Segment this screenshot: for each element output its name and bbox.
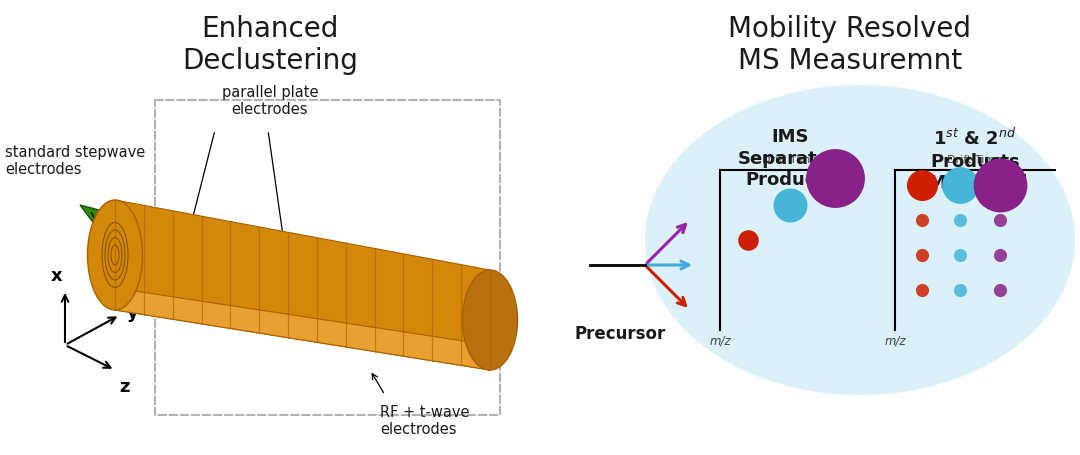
Point bbox=[914, 251, 931, 258]
Text: Drift Time: Drift Time bbox=[947, 155, 1002, 165]
Text: Enhanced
Declustering: Enhanced Declustering bbox=[183, 15, 357, 76]
Point bbox=[991, 251, 1009, 258]
Polygon shape bbox=[114, 288, 490, 370]
Polygon shape bbox=[80, 205, 470, 340]
Text: y: y bbox=[127, 304, 138, 322]
Point bbox=[991, 286, 1009, 293]
Point bbox=[914, 182, 931, 189]
Ellipse shape bbox=[87, 200, 143, 310]
Point bbox=[914, 217, 931, 224]
Text: Mobility Resolved
MS Measuremnt: Mobility Resolved MS Measuremnt bbox=[729, 15, 972, 76]
Point bbox=[951, 286, 969, 293]
Text: x: x bbox=[51, 267, 63, 285]
Text: Precursor: Precursor bbox=[575, 325, 665, 343]
Point bbox=[914, 286, 931, 293]
Point bbox=[991, 182, 1009, 189]
Text: m/z: m/z bbox=[710, 335, 731, 348]
Text: Drift Time: Drift Time bbox=[762, 155, 818, 165]
Text: IMS
Separated
Products: IMS Separated Products bbox=[738, 128, 842, 189]
Point bbox=[740, 236, 757, 243]
Point bbox=[991, 217, 1009, 224]
Ellipse shape bbox=[645, 85, 1075, 395]
Text: 1$^{st}$ & 2$^{nd}$
Products
IM aligned: 1$^{st}$ & 2$^{nd}$ Products IM aligned bbox=[922, 128, 1028, 192]
Text: RF + t-wave
electrodes: RF + t-wave electrodes bbox=[380, 405, 470, 437]
Ellipse shape bbox=[462, 270, 517, 370]
Text: z: z bbox=[119, 378, 130, 396]
Point bbox=[826, 174, 843, 182]
Text: m/z: m/z bbox=[885, 335, 906, 348]
Point bbox=[951, 217, 969, 224]
Point bbox=[951, 182, 969, 189]
Text: standard stepwave
electrodes: standard stepwave electrodes bbox=[5, 145, 145, 177]
Point bbox=[781, 202, 798, 209]
Polygon shape bbox=[114, 200, 490, 370]
Text: parallel plate
electrodes: parallel plate electrodes bbox=[221, 85, 319, 117]
Point bbox=[951, 251, 969, 258]
